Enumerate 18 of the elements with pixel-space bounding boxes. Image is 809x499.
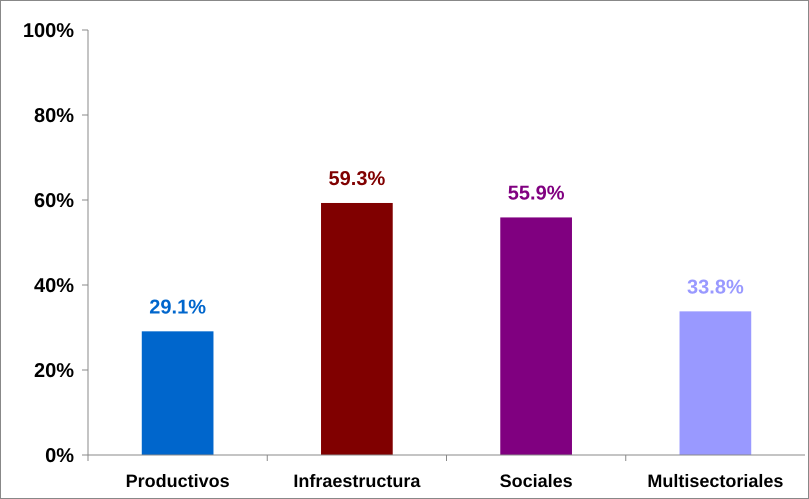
y-tick-label: 20% (34, 360, 74, 382)
x-tick-label: Productivos (126, 471, 230, 491)
x-tick-label: Infraestructura (293, 471, 422, 491)
data-label: 59.3% (328, 168, 386, 190)
bar (142, 331, 214, 455)
data-label: 33.8% (687, 276, 744, 298)
y-tick-label: 60% (34, 190, 74, 212)
data-label: 55.9% (508, 182, 565, 204)
x-tick-label: Sociales (500, 471, 573, 491)
y-tick-label: 40% (34, 275, 74, 297)
y-tick-label: 0% (45, 445, 74, 467)
data-label: 29.1% (149, 296, 206, 318)
bar (321, 202, 393, 455)
y-tick-label: 80% (34, 105, 74, 127)
bar (680, 311, 752, 455)
x-tick-label: Multisectoriales (647, 471, 784, 491)
y-tick-label: 100% (22, 20, 74, 42)
bar (500, 217, 572, 455)
